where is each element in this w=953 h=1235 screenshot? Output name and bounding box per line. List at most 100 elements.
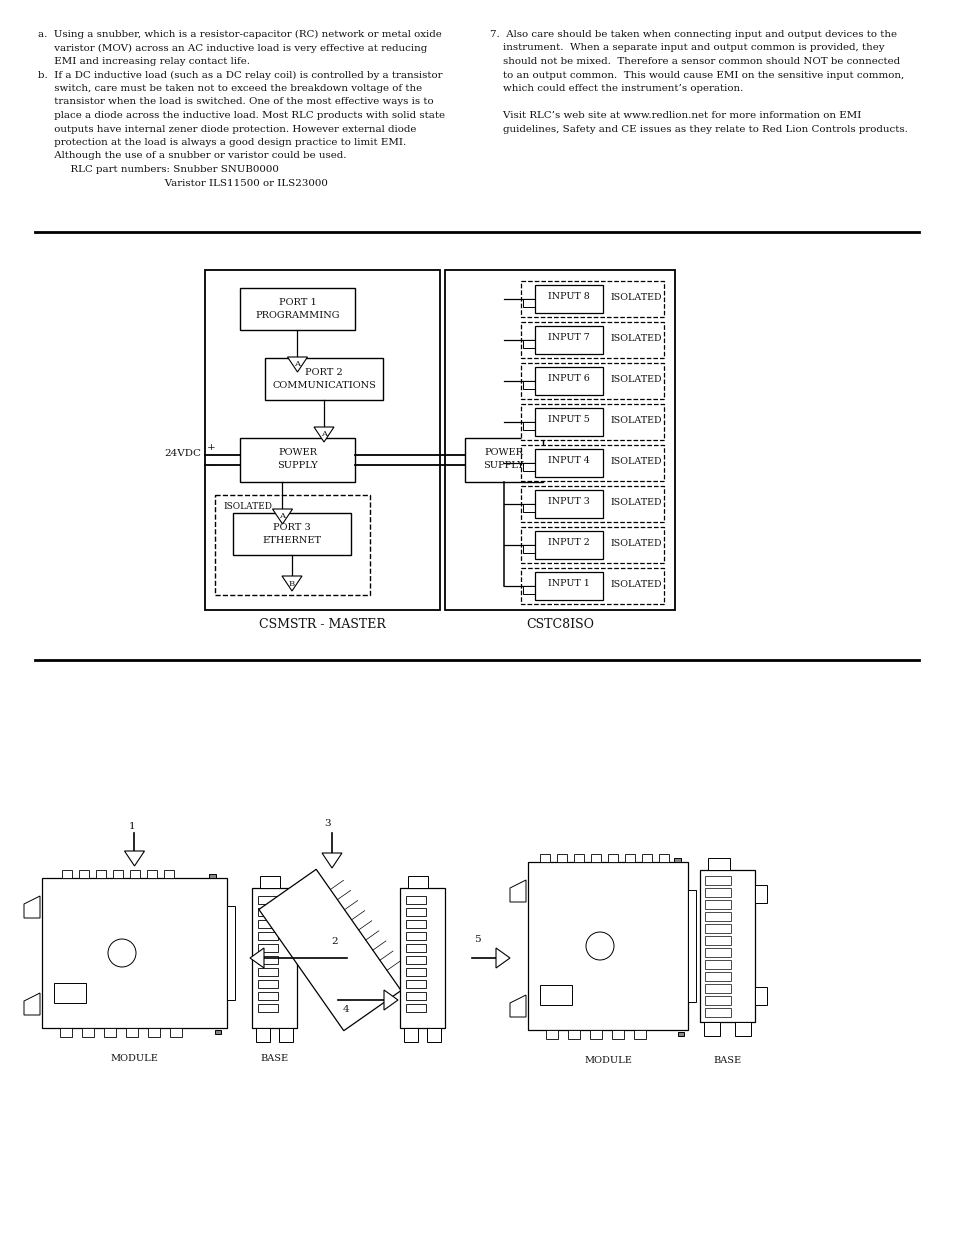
- Bar: [257, 992, 277, 1000]
- Text: +: +: [207, 443, 215, 452]
- Text: A: A: [279, 513, 285, 520]
- Bar: [535, 408, 602, 436]
- Bar: [257, 1004, 277, 1011]
- Text: to an output common.  This would cause EMI on the sensitive input common,: to an output common. This would cause EM…: [490, 70, 903, 79]
- Bar: [641, 853, 651, 862]
- Bar: [704, 936, 730, 945]
- Bar: [703, 1023, 720, 1036]
- Bar: [520, 487, 663, 522]
- Text: 24VDC: 24VDC: [164, 450, 201, 458]
- Bar: [406, 932, 426, 940]
- Bar: [522, 299, 537, 308]
- Text: BASE: BASE: [713, 1056, 740, 1065]
- Polygon shape: [250, 948, 264, 968]
- Text: POWER: POWER: [484, 448, 523, 457]
- Bar: [82, 1028, 94, 1037]
- Bar: [406, 1004, 426, 1011]
- Bar: [104, 1028, 116, 1037]
- Bar: [520, 568, 663, 604]
- Polygon shape: [24, 897, 40, 918]
- Bar: [62, 869, 71, 878]
- Bar: [257, 968, 277, 976]
- Text: 2: 2: [332, 937, 338, 946]
- Circle shape: [585, 932, 614, 960]
- Text: place a diode across the inductive load. Most RLC products with solid state: place a diode across the inductive load.…: [38, 111, 444, 120]
- Bar: [214, 1030, 221, 1034]
- Text: EMI and increasing relay contact life.: EMI and increasing relay contact life.: [38, 57, 250, 65]
- Text: INPUT 5: INPUT 5: [547, 415, 589, 424]
- Bar: [704, 995, 730, 1005]
- Text: ISOLATED: ISOLATED: [610, 293, 661, 303]
- Text: switch, care must be taken not to exceed the breakdown voltage of the: switch, care must be taken not to exceed…: [38, 84, 421, 93]
- Bar: [612, 1030, 623, 1039]
- Bar: [535, 572, 602, 600]
- Bar: [520, 322, 663, 358]
- Bar: [406, 968, 426, 976]
- Bar: [257, 920, 277, 927]
- Bar: [520, 282, 663, 317]
- Bar: [427, 1028, 440, 1042]
- Bar: [54, 983, 86, 1003]
- Bar: [257, 944, 277, 952]
- Text: ETHERNET: ETHERNET: [262, 536, 321, 545]
- Bar: [257, 932, 277, 940]
- Bar: [589, 1030, 601, 1039]
- Bar: [557, 853, 566, 862]
- Text: ISOLATED: ISOLATED: [610, 333, 661, 343]
- Bar: [257, 956, 277, 965]
- Text: SUPPLY: SUPPLY: [483, 461, 524, 471]
- Bar: [209, 874, 215, 878]
- Bar: [704, 911, 730, 921]
- Bar: [539, 986, 572, 1005]
- Text: RLC part numbers: Snubber SNUB0000: RLC part numbers: Snubber SNUB0000: [38, 165, 278, 174]
- Bar: [535, 531, 602, 559]
- Bar: [205, 270, 439, 610]
- Text: ISOLATED: ISOLATED: [610, 498, 661, 508]
- Polygon shape: [384, 990, 397, 1010]
- Bar: [704, 1008, 730, 1016]
- Text: 3: 3: [324, 819, 331, 827]
- Bar: [240, 288, 355, 330]
- Bar: [545, 1030, 558, 1039]
- Bar: [754, 987, 766, 1005]
- Bar: [539, 853, 550, 862]
- Bar: [233, 513, 351, 555]
- Text: CSMSTR - MASTER: CSMSTR - MASTER: [259, 618, 386, 631]
- Bar: [520, 363, 663, 399]
- Text: 5: 5: [474, 935, 480, 944]
- Text: Although the use of a snubber or varistor could be used.: Although the use of a snubber or varisto…: [38, 152, 346, 161]
- Text: INPUT 6: INPUT 6: [547, 374, 589, 383]
- Bar: [126, 1028, 138, 1037]
- Bar: [278, 1028, 293, 1042]
- Text: PORT 1: PORT 1: [278, 298, 316, 308]
- Bar: [522, 585, 537, 594]
- Polygon shape: [282, 576, 302, 592]
- Bar: [265, 358, 382, 400]
- Text: instrument.  When a separate input and output common is provided, they: instrument. When a separate input and ou…: [490, 43, 883, 53]
- Text: Visit RLC’s web site at www.redlion.net for more information on EMI: Visit RLC’s web site at www.redlion.net …: [490, 111, 861, 120]
- Text: B: B: [289, 579, 294, 588]
- Text: ISOLATED: ISOLATED: [610, 457, 661, 466]
- Bar: [520, 404, 663, 440]
- Text: ISOLATED: ISOLATED: [610, 538, 661, 548]
- Bar: [60, 1028, 71, 1037]
- Text: varistor (MOV) across an AC inductive load is very effective at reducing: varistor (MOV) across an AC inductive lo…: [38, 43, 427, 53]
- Bar: [634, 1030, 645, 1039]
- Text: ISOLATED: ISOLATED: [610, 416, 661, 425]
- Text: 1: 1: [129, 823, 135, 831]
- Bar: [590, 853, 600, 862]
- Bar: [527, 862, 687, 1030]
- Bar: [754, 885, 766, 903]
- Text: ISOLATED: ISOLATED: [610, 580, 661, 589]
- Text: PROGRAMMING: PROGRAMMING: [255, 311, 339, 320]
- Text: should not be mixed.  Therefore a sensor common should NOT be connected: should not be mixed. Therefore a sensor …: [490, 57, 900, 65]
- Bar: [704, 960, 730, 969]
- Bar: [260, 876, 280, 888]
- Text: BASE: BASE: [260, 1053, 288, 1063]
- Bar: [444, 270, 675, 610]
- Bar: [406, 897, 426, 904]
- Bar: [257, 981, 277, 988]
- Bar: [255, 1028, 270, 1042]
- Bar: [607, 853, 618, 862]
- Polygon shape: [496, 948, 510, 968]
